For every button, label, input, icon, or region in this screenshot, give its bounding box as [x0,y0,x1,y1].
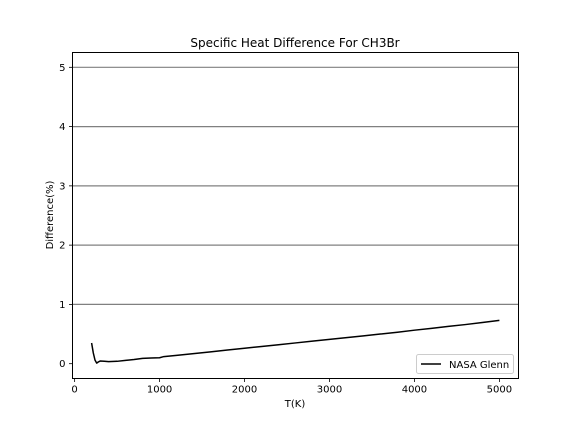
series-line-nasa-glenn [90,319,500,364]
y-tick-label: 4 [59,122,65,133]
x-tick-label: 0 [71,385,77,396]
y-tick-label: 0 [59,359,65,370]
y-tick-label: 1 [59,300,65,311]
reference-lines [72,66,519,306]
y-axis-label: Difference(%) [45,180,56,249]
x-tick-label: 3000 [317,385,342,396]
legend: NASA Glenn [416,354,514,374]
x-axis: 0 1000 2000 3000 4000 5000 [71,378,512,396]
x-tick-label: 1000 [147,385,172,396]
x-axis-label: T(K) [284,399,306,410]
x-tick-label: 2000 [232,385,257,396]
chart-title: Specific Heat Difference For CH3Br [190,36,399,50]
legend-box [416,354,514,374]
series-layer [90,319,500,364]
y-axis: 0 1 2 3 4 5 [59,63,73,370]
plot-area-frame [72,52,519,379]
y-tick-label: 2 [59,241,65,252]
y-tick-label: 5 [59,63,65,74]
legend-label-nasa-glenn: NASA Glenn [449,360,509,371]
y-tick-label: 3 [59,181,65,192]
x-tick-label: 4000 [402,385,427,396]
x-tick-label: 5000 [487,385,512,396]
